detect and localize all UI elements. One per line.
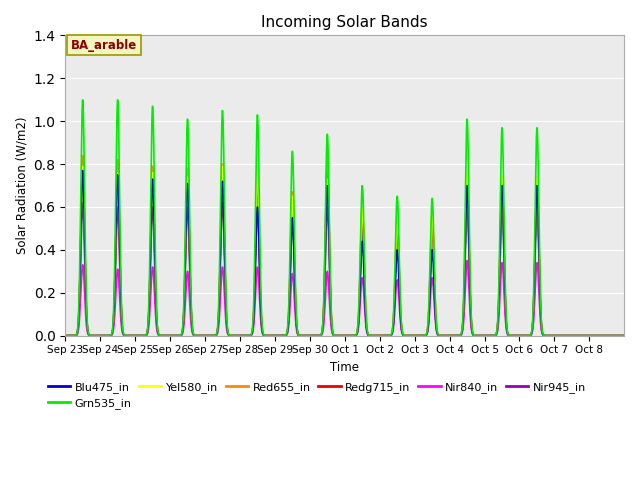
- Y-axis label: Solar Radiation (W/m2): Solar Radiation (W/m2): [15, 117, 28, 254]
- Title: Incoming Solar Bands: Incoming Solar Bands: [262, 15, 428, 30]
- Legend: Blu475_in, Grn535_in, Yel580_in, Red655_in, Redg715_in, Nir840_in, Nir945_in: Blu475_in, Grn535_in, Yel580_in, Red655_…: [44, 377, 590, 413]
- Text: BA_arable: BA_arable: [71, 39, 137, 52]
- X-axis label: Time: Time: [330, 361, 359, 374]
